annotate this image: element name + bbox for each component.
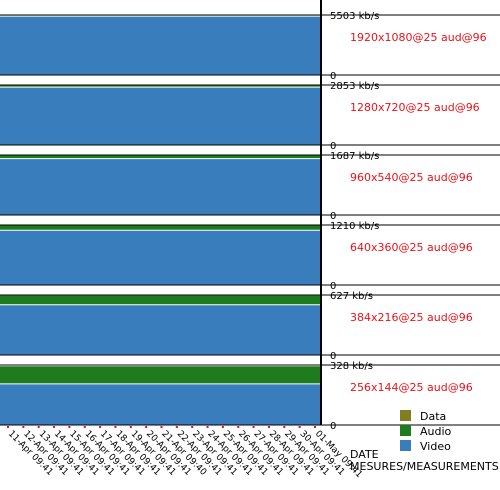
y-min-label: 0 [330,421,336,432]
legend-swatch [400,440,411,451]
y-min-label: 0 [330,141,336,152]
x-tick [114,426,117,428]
x-tick [237,426,240,428]
x-tick [191,426,194,428]
x-tick [22,426,25,428]
x-tick [68,426,71,428]
x-tick [175,426,178,428]
video-area [0,16,320,75]
video-area [0,87,320,145]
panel-profile-label: 640x360@25 aud@96 [350,241,473,254]
legend: Data Audio Video [400,410,452,453]
x-tick [99,426,102,428]
x-tick [129,426,132,428]
y-max-label: 5503 kb/s [330,11,379,22]
audio-area [0,295,320,305]
audio-area [0,366,320,384]
panel-profile-label: 1920x1080@25 aud@96 [350,31,487,44]
y-max-label: 2853 kb/s [330,81,379,92]
x-tick [267,426,270,428]
audio-area [0,85,320,88]
panel: 328 kb/s 256x144@25 aud@96 [0,350,500,426]
x-tick [314,426,316,428]
legend-label: Data [420,410,446,423]
legend-swatch [400,410,411,421]
audio-area [0,225,320,231]
audio-area [0,155,320,159]
video-area [0,383,320,425]
x-axis-label: DATE [350,448,379,461]
x-tick [206,426,209,428]
x-axis-label-secondary: MESURES/MEASUREMENTS [350,460,499,473]
audio-area [0,15,320,17]
y-max-label: 1687 kb/s [330,151,379,162]
y-max-label: 328 kb/s [330,361,373,372]
y-max-label: 1210 kb/s [330,221,379,232]
y-max-label: 627 kb/s [330,291,373,302]
legend-label: Audio [420,425,452,438]
x-tick [145,426,148,428]
panel: 5503 kb/s 0 1920x1080@25 aud@96 [0,0,500,82]
video-area [0,304,320,355]
legend-label: Video [420,440,451,453]
video-area [0,158,320,215]
x-tick [160,426,163,428]
x-tick [252,426,255,428]
video-area [0,230,320,285]
y-min-label: 0 [330,71,336,82]
panel-profile-label: 960x540@25 aud@96 [350,171,473,184]
y-min-label: 0 [330,351,336,362]
panel-profile-label: 384x216@25 aud@96 [350,311,473,324]
panel-profile-label: 1280x720@25 aud@96 [350,101,480,114]
x-tick [298,426,301,428]
x-tick [53,426,56,428]
legend-swatch [400,425,411,436]
x-tick [37,426,40,428]
x-tick [283,426,286,428]
x-tick [7,426,9,428]
y-min-label: 0 [330,211,336,222]
x-tick [221,426,224,428]
x-tick [83,426,86,428]
y-min-label: 0 [330,281,336,292]
panel-profile-label: 256x144@25 aud@96 [350,381,473,394]
